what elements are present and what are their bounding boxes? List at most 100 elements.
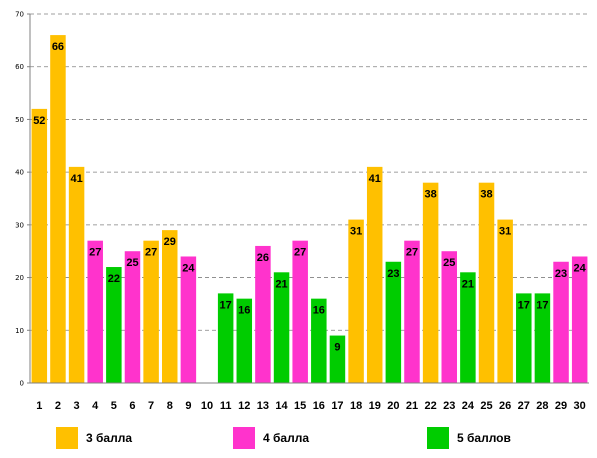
data-labels: 52 66 41 27 22 25 27 29 24 17 16 26 21 27 16 9 31 41 23 27 3…	[33, 41, 586, 353]
data-label-20: 23	[387, 268, 399, 280]
x-tick-label-9: 9	[185, 400, 191, 412]
x-tick-label-8: 8	[167, 400, 173, 412]
data-label-18: 31	[350, 226, 362, 238]
x-tick-label-13: 13	[257, 400, 269, 412]
y-tick-label: 40	[15, 169, 24, 177]
bar-12	[236, 298, 253, 383]
data-label-30: 24	[574, 262, 587, 274]
bar-17	[329, 335, 346, 383]
bar-26	[497, 219, 513, 383]
bar-9	[180, 256, 197, 383]
x-tick-label-12: 12	[238, 400, 250, 412]
x-tick-label-7: 7	[148, 400, 154, 412]
x-tick-label-11: 11	[220, 400, 232, 412]
x-tick-label-29: 29	[555, 400, 567, 412]
x-tick-label-26: 26	[499, 400, 511, 412]
y-tick-label: 50	[15, 116, 24, 124]
legend-swatch-4-balla	[233, 427, 255, 449]
bar-25	[478, 182, 495, 383]
data-label-5: 22	[108, 273, 120, 285]
x-tick-label-30: 30	[574, 400, 586, 412]
bar-3	[68, 166, 85, 383]
data-label-6: 25	[126, 257, 138, 269]
legend-item-4-balla: 4 балла	[233, 426, 309, 450]
data-label-2: 66	[52, 41, 64, 53]
data-label-21: 27	[406, 247, 418, 259]
y-tick-label: 10	[15, 327, 24, 335]
bar-30	[571, 256, 588, 383]
data-label-29: 23	[555, 268, 567, 280]
x-tick-label-25: 25	[480, 400, 492, 412]
bar-7	[143, 240, 159, 383]
x-tick-label-10: 10	[201, 400, 213, 412]
bars	[31, 35, 588, 383]
data-label-11: 17	[220, 299, 232, 311]
legend-label-5-ballov: 5 баллов	[457, 431, 511, 445]
bar-14	[273, 272, 290, 383]
bar-2	[50, 35, 66, 383]
bar-27	[516, 293, 532, 383]
data-label-19: 41	[369, 173, 381, 185]
y-tick-label: 30	[15, 221, 24, 229]
y-tick-label: 0	[20, 380, 24, 388]
bar-11	[217, 293, 234, 383]
data-label-27: 17	[518, 299, 530, 311]
data-label-15: 27	[294, 247, 306, 259]
y-tick-label: 20	[15, 274, 24, 282]
data-label-23: 25	[443, 257, 455, 269]
bar-24	[460, 272, 476, 383]
bar-8	[162, 230, 178, 383]
y-tick-label: 70	[15, 11, 24, 19]
bar-4	[87, 240, 103, 383]
bar-5	[106, 267, 122, 383]
data-label-16: 16	[313, 305, 325, 317]
bar-18	[348, 219, 364, 383]
x-tick-label-14: 14	[275, 400, 288, 412]
data-label-22: 38	[424, 189, 436, 201]
bar-20	[385, 261, 402, 383]
data-label-9: 24	[182, 262, 195, 274]
x-tick-label-5: 5	[111, 400, 117, 412]
legend-swatch-5-ballov	[427, 427, 449, 449]
data-label-1: 52	[33, 115, 45, 127]
bar-16	[311, 298, 327, 383]
x-axis: 1 2 3 4 5 6 7 8 9 10 11 12 13 14 15 16 17 18 19 20 21 22 23 24 2…	[30, 382, 589, 412]
bar-19	[366, 166, 383, 383]
bar-21	[404, 240, 420, 383]
data-label-26: 31	[499, 226, 511, 238]
data-label-17: 9	[334, 342, 340, 354]
bar-13	[255, 245, 271, 383]
data-label-28: 17	[536, 299, 548, 311]
x-tick-label-17: 17	[331, 400, 343, 412]
grid-lines	[30, 13, 589, 331]
legend-label-4-balla: 4 балла	[263, 431, 310, 445]
legend-swatch-3-balla	[56, 427, 78, 449]
legend-item-5-ballov: 5 баллов	[427, 426, 511, 450]
x-tick-label-1: 1	[36, 400, 42, 412]
y-tick-label: 60	[15, 63, 24, 71]
data-label-13: 26	[257, 252, 269, 264]
bar-6	[124, 251, 141, 383]
x-tick-label-16: 16	[313, 400, 325, 412]
data-label-8: 29	[164, 236, 176, 248]
data-label-12: 16	[238, 305, 250, 317]
bar-29	[553, 261, 569, 383]
data-label-7: 27	[145, 247, 157, 259]
x-tick-label-18: 18	[350, 400, 362, 412]
x-tick-label-4: 4	[92, 400, 99, 412]
data-label-4: 27	[89, 247, 101, 259]
x-tick-label-28: 28	[536, 400, 548, 412]
bar-28	[534, 293, 551, 383]
y-axis: 0 10 20 30 40 50 60 70	[15, 11, 31, 388]
x-tick-label-3: 3	[74, 400, 80, 412]
x-tick-label-6: 6	[129, 400, 135, 412]
x-tick-label-27: 27	[518, 400, 530, 412]
x-tick-label-23: 23	[443, 400, 455, 412]
x-tick-label-21: 21	[406, 400, 418, 412]
bar-1	[31, 108, 48, 383]
legend-label-3-balla: 3 балла	[86, 431, 133, 445]
bar-23	[441, 251, 457, 383]
x-tick-label-24: 24	[462, 400, 475, 412]
x-tick-label-20: 20	[387, 400, 399, 412]
